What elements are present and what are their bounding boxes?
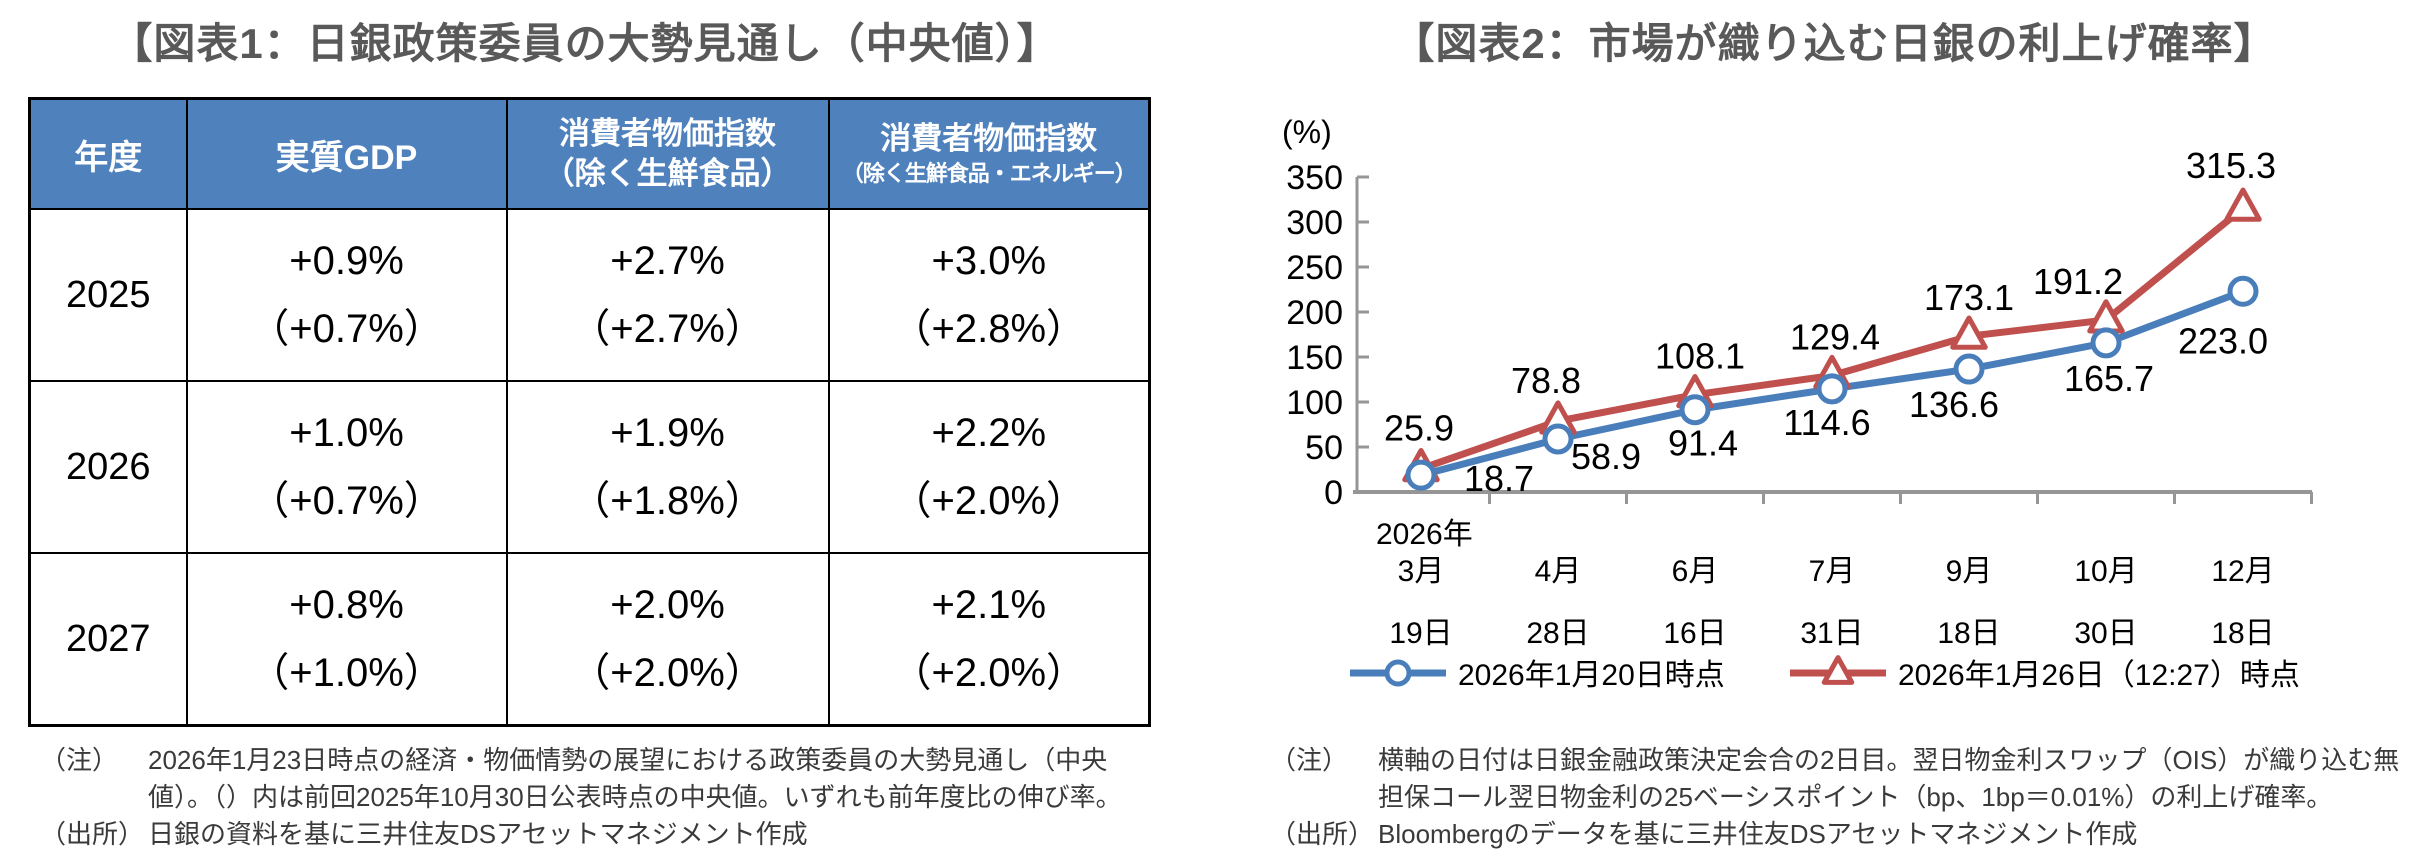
x-tick-day-label: 16日 (1663, 617, 1726, 650)
x-tick-month-label: 6月 (1672, 555, 1719, 588)
year-cell: 2025 (28, 208, 188, 382)
table-row-2025: 2025 +0.9% （+0.7%） +2.7% （+2.7%） +3.0% （+2.… (28, 208, 1151, 382)
note-row: （注） 横軸の日付は日銀金融政策決定会合の2日目。翌日物金利スワップ（OIS）が… (1270, 742, 2405, 816)
col-header-gdp: 実質GDP (185, 97, 508, 210)
series-1-label-1: 78.8 (1511, 360, 1581, 401)
y-tick-label: 50 (1305, 429, 1343, 467)
source-text: Bloombergのデータを基に三井住友DSアセットマネジメント作成 (1378, 819, 2138, 849)
figure1-notes: （注） 2026年1月23日時点の経済・物価情勢の展望における政策委員の大勢見通… (40, 742, 1165, 853)
figure1-title: 【図表1：日銀政策委員の大勢見通し（中央値）】 (110, 20, 1060, 67)
x-axis-year-label: 2026年 (1376, 518, 1473, 551)
series-0-point-1 (1542, 423, 1574, 455)
series-1-point-6 (2224, 187, 2262, 222)
legend-label-0: 2026年1月20日時点 (1458, 659, 1725, 692)
source-label: （出所） (1270, 819, 1375, 849)
x-tick-day-label: 18日 (2211, 617, 2274, 650)
figure2-panel: 【図表2：市場が織り込む日銀の利上げ確率】 (%) 0 50 100 150 200 250… (1250, 0, 2419, 861)
x-tick-day-label: 19日 (1389, 617, 1452, 650)
note-label: （注） (40, 745, 119, 775)
x-tick-day-label: 18日 (1937, 617, 2000, 650)
x-tick-month-label: 4月 (1535, 555, 1582, 588)
y-tick-label: 350 (1286, 159, 1343, 197)
cpi2-cell: +3.0% （+2.8%） (827, 208, 1151, 382)
x-tick-month-label: 9月 (1946, 555, 1993, 588)
x-tick-month-label: 10月 (2074, 555, 2137, 588)
figure1-panel: 【図表1：日銀政策委員の大勢見通し（中央値）】 年度 実質GDP 消費者物価指数… (0, 0, 1170, 861)
rate-chart: (%) 0 50 100 150 200 250 300 350 2026年 3月 4月 6月 7月 9月 1… (1282, 114, 2313, 692)
series-0-label-4: 136.6 (1909, 384, 1999, 425)
series-1-label-6: 315.3 (2186, 145, 2276, 186)
series-0-label-1: 58.9 (1571, 436, 1641, 477)
figure2-title: 【図表2：市場が織り込む日銀の利上げ確率】 (1392, 20, 2277, 67)
series-1-label-4: 173.1 (1924, 277, 2014, 318)
x-tick-day-label: 31日 (1800, 617, 1863, 650)
cpi1-cell: +2.0% （+2.0%） (505, 552, 830, 727)
y-axis-unit-label: (%) (1282, 114, 1332, 150)
col-header-year: 年度 (28, 97, 188, 210)
x-tick-month-label: 12月 (2211, 555, 2274, 588)
cpi2-cell: +2.1% （+2.0%） (827, 552, 1151, 727)
table-header-row: 年度 実質GDP 消費者物価指数 （除く生鮮食品） 消費者物価指数 （除く生鮮食… (28, 97, 1151, 210)
source-label: （出所） (40, 819, 145, 849)
table-row-2027: 2027 +0.8% （+1.0%） +2.0% （+2.0%） +2.1% （+2.… (28, 552, 1151, 727)
series-0-label-5: 165.7 (2064, 358, 2154, 399)
gdp-cell: +0.8% （+1.0%） (185, 552, 508, 727)
col-header-cpi-ex-fresh-energy: 消費者物価指数 （除く生鮮食品・エネルギー） (827, 97, 1151, 210)
gdp-cell: +0.9% （+0.7%） (185, 208, 508, 382)
series-0-label-2: 91.4 (1668, 423, 1738, 464)
year-cell: 2027 (28, 552, 188, 727)
series-0-point-3 (1816, 373, 1848, 405)
col-header-cpi-ex-fresh: 消費者物価指数 （除く生鮮食品） (505, 97, 830, 210)
series-0-label-0: 18.7 (1464, 458, 1534, 499)
source-row: （出所） 日銀の資料を基に三井住友DSアセットマネジメント作成 (40, 816, 1165, 853)
series-0-label-6: 223.0 (2178, 320, 2268, 361)
gdp-cell: +1.0% （+0.7%） (185, 380, 508, 554)
x-tick-month-label: 7月 (1809, 555, 1856, 588)
series-0-point-5 (2090, 327, 2122, 359)
series-0-point-2 (1679, 394, 1711, 426)
y-tick-label: 150 (1286, 339, 1343, 377)
y-tick-label: 0 (1324, 474, 1343, 512)
table-row-2026: 2026 +1.0% （+0.7%） +1.9% （+1.8%） +2.2% （+2.… (28, 380, 1151, 554)
figure2-notes: （注） 横軸の日付は日銀金融政策決定会合の2日目。翌日物金利スワップ（OIS）が… (1270, 742, 2405, 853)
x-tick-month-label: 3月 (1398, 555, 1445, 588)
series-1-point-5 (2087, 299, 2125, 334)
series-0-label-3: 114.6 (1783, 402, 1870, 443)
cpi2-cell: +2.2% （+2.0%） (827, 380, 1151, 554)
y-tick-label: 200 (1286, 294, 1343, 332)
series-1-label-2: 108.1 (1655, 336, 1745, 377)
note-text: 2026年1月23日時点の経済・物価情勢の展望における政策委員の大勢見通し（中央… (148, 745, 1122, 812)
series-0-point-4 (1953, 353, 1985, 385)
x-tick-day-label: 28日 (1526, 617, 1589, 650)
series-1-label-0: 25.9 (1384, 408, 1454, 449)
y-tick-label: 100 (1286, 384, 1343, 422)
series-1-label-3: 129.4 (1790, 317, 1880, 358)
series-0-point-0 (1405, 459, 1437, 491)
x-tick-day-label: 30日 (2074, 617, 2137, 650)
note-label: （注） (1270, 745, 1349, 775)
note-row: （注） 2026年1月23日時点の経済・物価情勢の展望における政策委員の大勢見通… (40, 742, 1165, 816)
cpi1-cell: +1.9% （+1.8%） (505, 380, 830, 554)
legend-marker-1 (1821, 655, 1855, 685)
legend-marker-0 (1384, 659, 1412, 687)
y-tick-label: 250 (1286, 249, 1343, 287)
series-1-label-5: 191.2 (2033, 261, 2123, 302)
series-1-point-4 (1950, 315, 1988, 350)
year-cell: 2026 (28, 380, 188, 554)
source-text: 日銀の資料を基に三井住友DSアセットマネジメント作成 (148, 819, 808, 849)
forecast-table: 年度 実質GDP 消費者物価指数 （除く生鮮食品） 消費者物価指数 （除く生鮮食… (28, 97, 1151, 727)
note-text: 横軸の日付は日銀金融政策決定会合の2日目。翌日物金利スワップ（OIS）が織り込む… (1378, 745, 2400, 812)
y-tick-label: 300 (1286, 204, 1343, 242)
series-0-point-6 (2227, 275, 2259, 307)
legend-label-1: 2026年1月26日（12:27）時点 (1898, 659, 2300, 692)
source-row: （出所） Bloombergのデータを基に三井住友DSアセットマネジメント作成 (1270, 816, 2405, 853)
cpi1-cell: +2.7% （+2.7%） (505, 208, 830, 382)
